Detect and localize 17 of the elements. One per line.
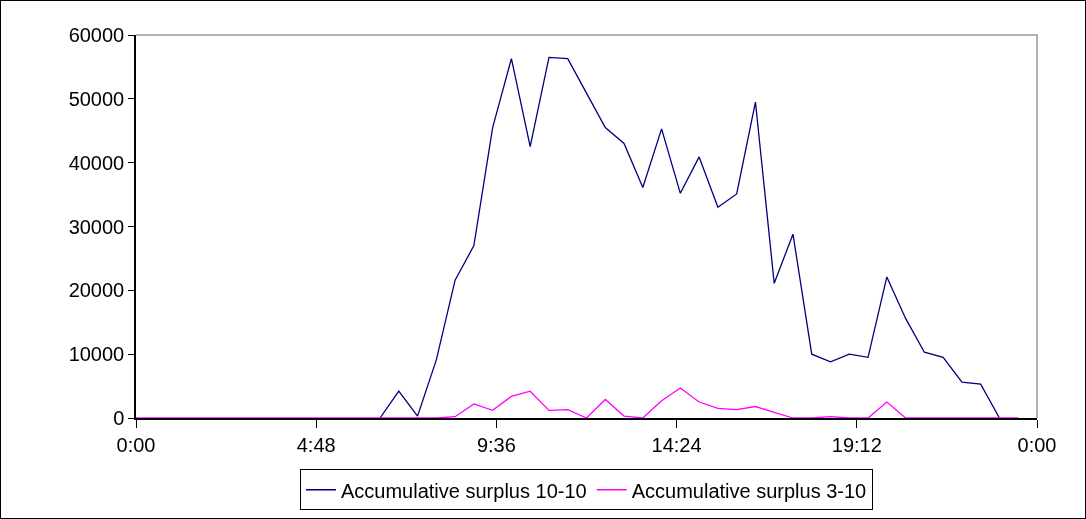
x-tick-label: 0:00 bbox=[116, 433, 156, 456]
y-tick-label: 60000 bbox=[68, 24, 125, 46]
y-tick-label: 20000 bbox=[68, 279, 125, 302]
y-tick-label: 40000 bbox=[68, 151, 125, 174]
line-series bbox=[136, 387, 1019, 418]
x-tick-label: 0:00 bbox=[1017, 433, 1057, 456]
x-tick-label: 4:48 bbox=[296, 433, 336, 456]
y-tick-label: 0 bbox=[113, 407, 125, 429]
y-tick-label: 30000 bbox=[68, 215, 125, 238]
legend-label: Accumulative surplus 3-10 bbox=[631, 479, 867, 502]
x-tick-label: 9:36 bbox=[476, 433, 516, 456]
x-tick-label: 19:12 bbox=[831, 433, 882, 456]
y-tick-label: 50000 bbox=[68, 87, 125, 110]
y-tick-label: 10000 bbox=[68, 343, 125, 366]
legend-label: Accumulative surplus 10-10 bbox=[341, 479, 587, 502]
line-series bbox=[379, 56, 1001, 418]
x-tick-label: 14:24 bbox=[651, 433, 702, 456]
